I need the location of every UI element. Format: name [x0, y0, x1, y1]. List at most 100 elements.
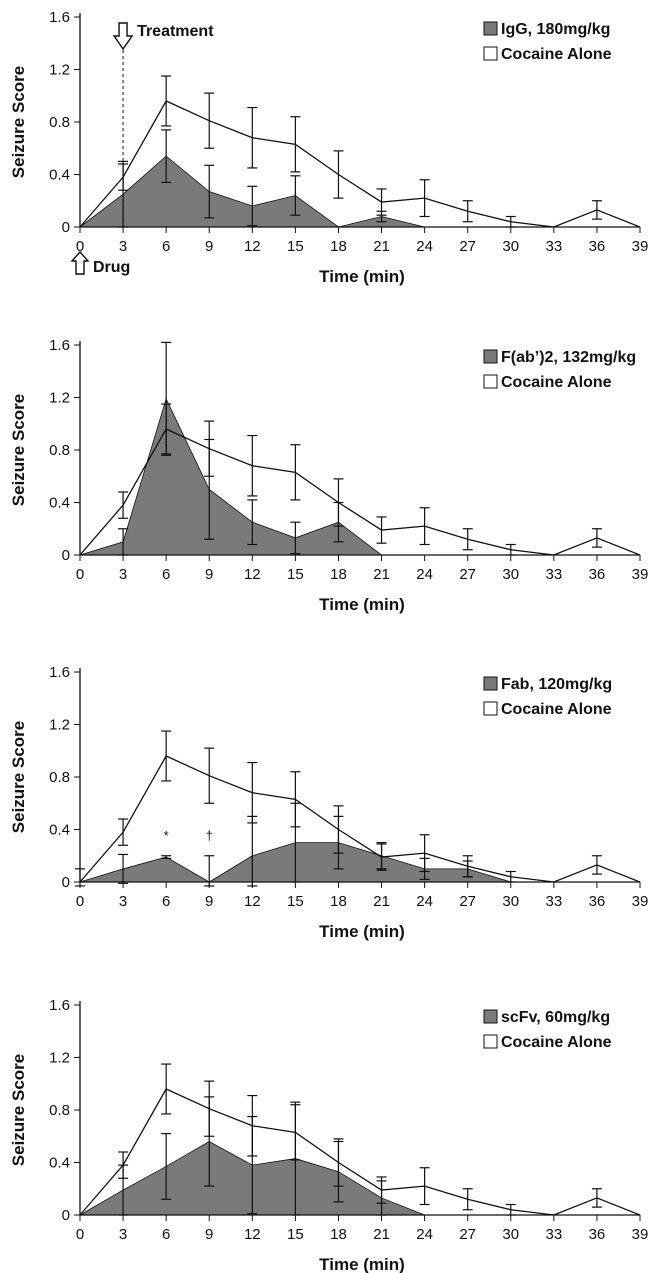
x-tick-label: 27 — [459, 893, 476, 910]
x-tick-label: 6 — [162, 238, 170, 255]
x-tick-label: 0 — [76, 893, 84, 910]
y-tick-label: 0.8 — [49, 442, 70, 459]
x-tick-label: 39 — [632, 1226, 649, 1243]
x-tick-label: 24 — [416, 566, 433, 583]
x-tick-label: 21 — [373, 238, 390, 255]
x-tick-label: 9 — [205, 238, 213, 255]
treatment-arrow-icon — [112, 22, 134, 51]
significance-marker: † — [206, 828, 213, 843]
x-tick-label: 0 — [76, 238, 84, 255]
x-tick-label: 33 — [546, 566, 563, 583]
y-tick-label: 0.4 — [49, 495, 70, 512]
drug-label: Drug — [93, 259, 130, 276]
legend-swatch-cocaine-alone — [483, 374, 498, 389]
legend-swatch-cocaine-alone — [483, 46, 498, 61]
y-tick-label: 1.2 — [49, 390, 70, 407]
legend-label-cocaine-alone: Cocaine Alone — [501, 1034, 612, 1051]
x-tick-label: 24 — [416, 1226, 433, 1243]
y-tick-label: 1.6 — [49, 9, 70, 26]
x-tick-label: 15 — [287, 1226, 304, 1243]
legend-swatch-cocaine-alone — [483, 1034, 498, 1049]
cocaine-alone-series-line — [79, 100, 641, 228]
y-tick-label: 0 — [62, 874, 70, 891]
legend-label-treated: IgG, 180mg/kg — [501, 21, 610, 38]
x-tick-label: 9 — [205, 1226, 213, 1243]
x-tick-label: 6 — [162, 1226, 170, 1243]
x-tick-label: 15 — [287, 566, 304, 583]
x-tick-label: 9 — [205, 893, 213, 910]
y-tick-label: 0.8 — [49, 114, 70, 131]
x-tick-label: 21 — [373, 1226, 390, 1243]
x-tick-label: 12 — [244, 893, 261, 910]
x-tick-label: 15 — [287, 893, 304, 910]
legend-label-treated: scFv, 60mg/kg — [501, 1009, 610, 1026]
y-tick-label: 0.4 — [49, 167, 70, 184]
legend-label-treated: F(ab’)2, 132mg/kg — [501, 349, 636, 366]
y-axis-label: Seizure Score — [9, 394, 28, 506]
x-tick-label: 36 — [589, 1226, 606, 1243]
x-tick-label: 30 — [502, 893, 519, 910]
cocaine-alone-series-line — [79, 428, 641, 556]
drug-arrow-icon — [70, 250, 90, 275]
y-tick-label: 0 — [62, 219, 70, 236]
y-tick-label: 1.2 — [49, 62, 70, 79]
y-axis-label: Seizure Score — [9, 66, 28, 178]
y-tick-label: 0 — [62, 547, 70, 564]
x-tick-label: 12 — [244, 1226, 261, 1243]
x-tick-label: 3 — [119, 893, 127, 910]
x-tick-label: 9 — [205, 566, 213, 583]
x-tick-label: 12 — [244, 566, 261, 583]
significance-marker: * — [164, 828, 169, 843]
x-tick-label: 36 — [589, 893, 606, 910]
treated-series-area — [79, 397, 383, 556]
x-axis-label: Time (min) — [319, 595, 405, 614]
legend-label-cocaine-alone: Cocaine Alone — [501, 701, 612, 718]
x-tick-label: 39 — [632, 893, 649, 910]
y-tick-label: 0.8 — [49, 769, 70, 786]
treated-series-area — [79, 842, 554, 883]
x-tick-label: 15 — [287, 238, 304, 255]
x-tick-label: 18 — [330, 1226, 347, 1243]
legend-label-cocaine-alone: Cocaine Alone — [501, 374, 612, 391]
x-tick-label: 18 — [330, 238, 347, 255]
x-tick-label: 21 — [373, 893, 390, 910]
x-tick-label: 12 — [244, 238, 261, 255]
legend-swatch-treated — [483, 676, 498, 691]
treatment-label: Treatment — [137, 23, 214, 40]
x-tick-label: 3 — [119, 566, 127, 583]
y-tick-label: 1.6 — [49, 664, 70, 681]
x-tick-label: 24 — [416, 238, 433, 255]
chart-panel-1: Seizure Score 0 0.4 0.8 1.2 1.6 0 3 6 9 12 15 18 21 24… — [9, 9, 648, 286]
legend-label-treated: Fab, 120mg/kg — [501, 676, 612, 693]
x-axis-label: Time (min) — [319, 922, 405, 941]
y-tick-label: 1.2 — [49, 1050, 70, 1067]
x-tick-label: 6 — [162, 893, 170, 910]
legend-swatch-cocaine-alone — [483, 701, 498, 716]
y-axis-label: Seizure Score — [9, 721, 28, 833]
y-tick-label: 0.4 — [49, 1155, 70, 1172]
x-tick-label: 18 — [330, 893, 347, 910]
cocaine-alone-series-line — [79, 1088, 641, 1216]
x-tick-label: 27 — [459, 566, 476, 583]
x-tick-label: 30 — [502, 238, 519, 255]
legend-swatch-treated — [483, 1009, 498, 1024]
legend-swatch-treated — [483, 21, 498, 36]
y-tick-label: 0 — [62, 1207, 70, 1224]
x-tick-label: 24 — [416, 893, 433, 910]
x-tick-label: 18 — [330, 566, 347, 583]
y-tick-label: 1.6 — [49, 337, 70, 354]
x-tick-label: 3 — [119, 1226, 127, 1243]
y-axis-label: Seizure Score — [9, 1054, 28, 1166]
y-tick-label: 0.4 — [49, 822, 70, 839]
x-tick-label: 30 — [502, 566, 519, 583]
x-tick-label: 0 — [76, 566, 84, 583]
x-tick-label: 39 — [632, 566, 649, 583]
legend-label-cocaine-alone: Cocaine Alone — [501, 46, 612, 63]
x-tick-label: 3 — [119, 238, 127, 255]
x-tick-label: 21 — [373, 566, 390, 583]
x-tick-label: 39 — [632, 238, 649, 255]
